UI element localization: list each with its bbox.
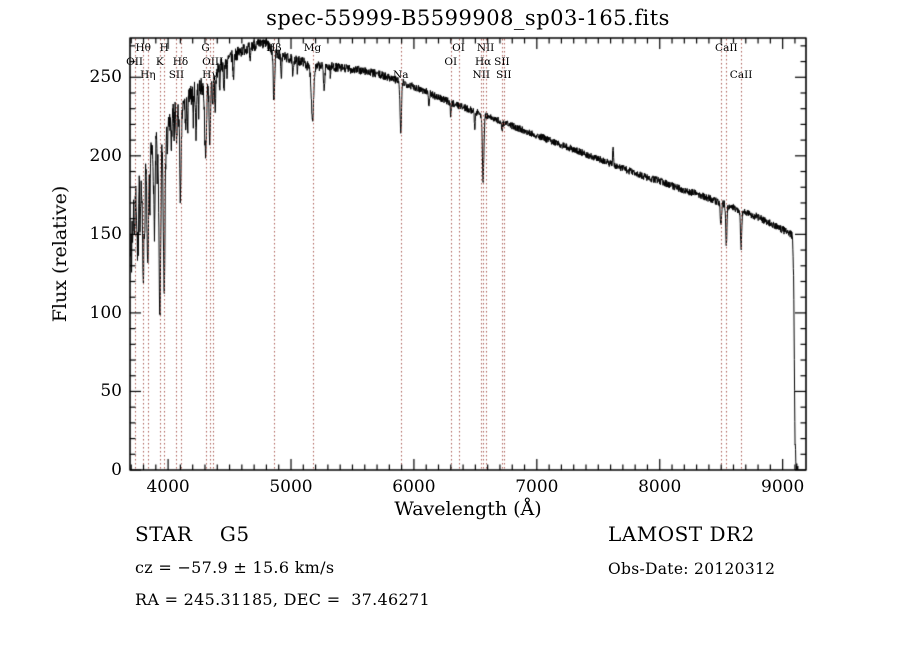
survey-label: LAMOST DR2 (608, 522, 755, 546)
ra-dec-value: RA = 245.31185, DEC = 37.46271 (135, 590, 430, 609)
cz-value: cz = −57.9 ± 15.6 km/s (135, 558, 335, 577)
x-axis-label: Wavelength (Å) (394, 498, 542, 520)
object-class-label: STAR G5 (135, 522, 250, 546)
chart-title: spec-55999-B5599908_sp03-165.fits (266, 6, 670, 30)
obs-date-value: Obs-Date: 20120312 (608, 560, 776, 578)
y-axis-label: Flux (relative) (49, 185, 71, 323)
